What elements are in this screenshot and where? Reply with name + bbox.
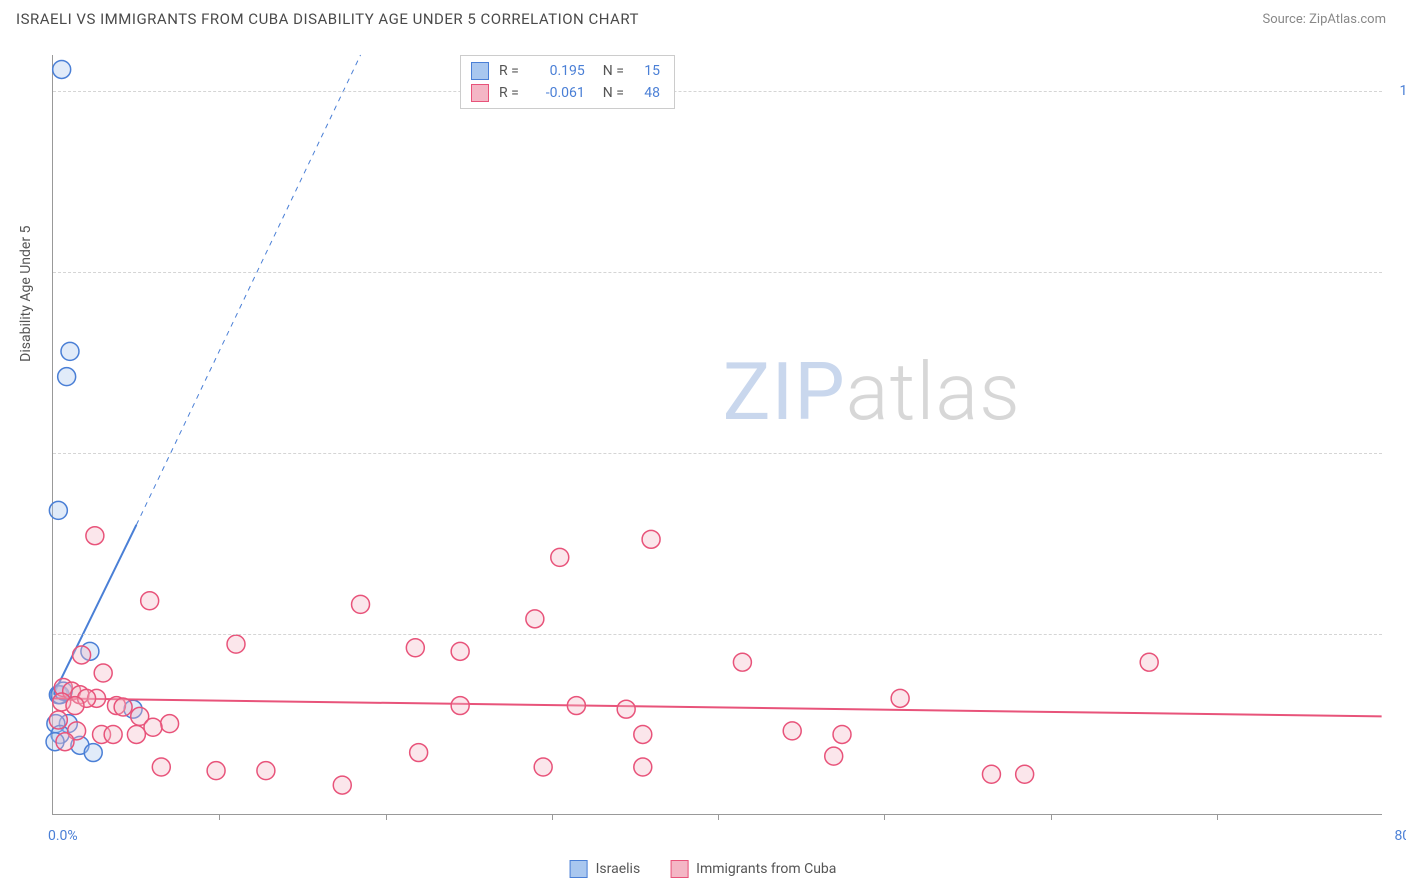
data-point (58, 368, 76, 386)
data-point (61, 342, 79, 360)
chart-plot-area: 0.0% 80.0% 2.5%5.0%7.5%10.0% (52, 55, 1382, 815)
data-point (49, 711, 67, 729)
data-point (84, 744, 102, 762)
data-point (152, 758, 170, 776)
gridline (53, 634, 1382, 635)
data-point (733, 653, 751, 671)
xtick (1051, 814, 1052, 820)
bottom-legend: Israelis Immigrants from Cuba (570, 860, 837, 878)
legend-label: Israelis (596, 861, 641, 877)
xtick (884, 814, 885, 820)
xtick (219, 814, 220, 820)
legend-item-cuba: Immigrants from Cuba (670, 860, 836, 878)
data-point (617, 700, 635, 718)
data-point (141, 592, 159, 610)
gridline (53, 91, 1382, 92)
xtick (718, 814, 719, 820)
data-point (94, 664, 112, 682)
data-point (73, 646, 91, 664)
data-point (1016, 765, 1034, 783)
data-point (634, 758, 652, 776)
data-point (451, 642, 469, 660)
trendline (53, 698, 1381, 716)
stat-r-label: R = (499, 82, 519, 104)
data-point (161, 715, 179, 733)
data-point (825, 747, 843, 765)
legend-label: Immigrants from Cuba (696, 861, 836, 877)
data-point (634, 725, 652, 743)
xtick (386, 814, 387, 820)
data-point (257, 762, 275, 780)
stats-legend: R = 0.195 N = 15 R = -0.061 N = 48 (460, 55, 675, 109)
data-point (526, 610, 544, 628)
data-point (227, 635, 245, 653)
gridline (53, 272, 1382, 273)
stat-r-label: R = (499, 60, 519, 82)
stat-n-value: 48 (630, 82, 660, 104)
swatch-icon (471, 84, 489, 102)
xtick (552, 814, 553, 820)
data-point (833, 725, 851, 743)
data-point (1140, 653, 1158, 671)
x-max-label: 80.0% (1394, 828, 1406, 844)
stat-r-value: 0.195 (525, 60, 585, 82)
data-point (104, 725, 122, 743)
data-point (114, 698, 132, 716)
data-point (982, 765, 1000, 783)
stat-n-value: 15 (630, 60, 660, 82)
data-point (207, 762, 225, 780)
data-point (410, 744, 428, 762)
data-point (551, 548, 569, 566)
data-point (406, 639, 424, 657)
data-point (53, 60, 71, 78)
data-point (127, 725, 145, 743)
data-point (891, 689, 909, 707)
data-point (49, 501, 67, 519)
data-point (333, 776, 351, 794)
data-point (783, 722, 801, 740)
ytick-label: 10.0% (1399, 83, 1406, 99)
data-point (534, 758, 552, 776)
swatch-icon (670, 860, 688, 878)
stat-n-label: N = (603, 82, 624, 104)
stats-row-israelis: R = 0.195 N = 15 (471, 60, 660, 82)
legend-item-israelis: Israelis (570, 860, 641, 878)
stats-row-cuba: R = -0.061 N = 48 (471, 82, 660, 104)
data-point (86, 527, 104, 545)
source-label: Source: ZipAtlas.com (1262, 12, 1386, 27)
x-origin-label: 0.0% (48, 828, 78, 844)
data-point (66, 697, 84, 715)
xtick (1217, 814, 1218, 820)
stat-r-value: -0.061 (525, 82, 585, 104)
swatch-icon (570, 860, 588, 878)
data-point (642, 530, 660, 548)
data-point (352, 595, 370, 613)
trendline-extrapolated (136, 55, 360, 525)
data-point (567, 697, 585, 715)
y-axis-label: Disability Age Under 5 (18, 226, 34, 362)
gridline (53, 453, 1382, 454)
chart-title: ISRAELI VS IMMIGRANTS FROM CUBA DISABILI… (16, 10, 639, 28)
data-point (451, 697, 469, 715)
data-point (144, 718, 162, 736)
scatter-svg (53, 55, 1382, 814)
stat-n-label: N = (603, 60, 624, 82)
swatch-icon (471, 62, 489, 80)
data-point (56, 733, 74, 751)
